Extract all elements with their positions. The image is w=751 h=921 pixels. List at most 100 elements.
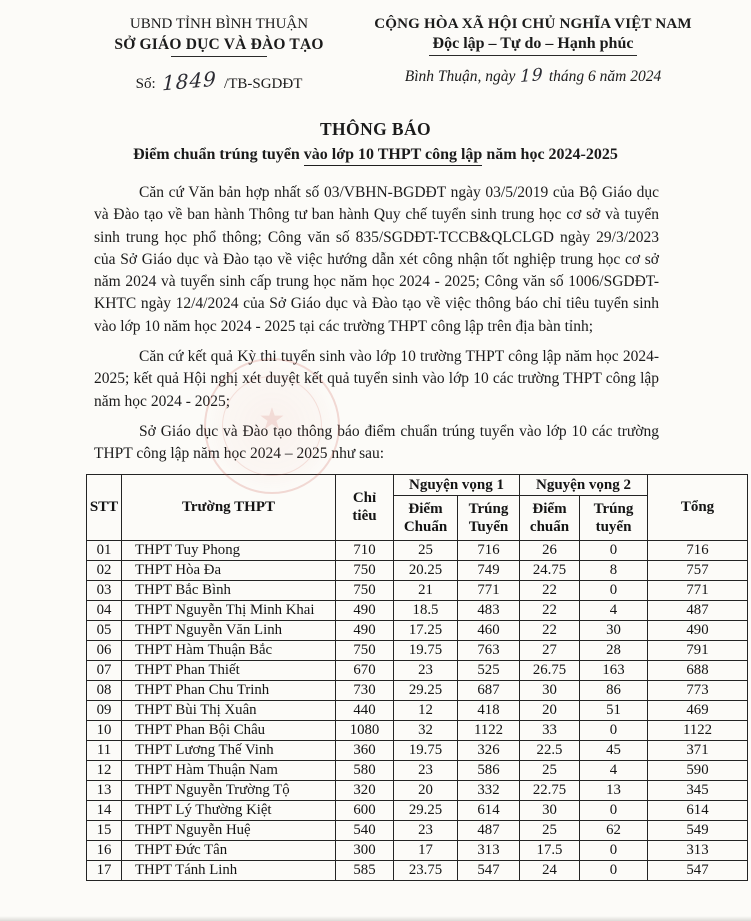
cell-nv1-score: 21 (393, 579, 458, 601)
cell-school: THPT Đức Tân (121, 839, 336, 861)
score-table-header: STT Trường THPT Chỉ tiêu Nguyện vọng 1 Ng… (86, 473, 748, 541)
table-row: 17 THPT Tánh Linh 585 23.75 547 24 0 547 (86, 859, 748, 881)
cell-total: 791 (647, 639, 748, 661)
agency-name: SỞ GIÁO DỤC VÀ ĐÀO TẠO (114, 36, 324, 53)
cell-nv2-score: 24.75 (519, 559, 580, 581)
table-row: 02 THPT Hòa Đa 750 20.25 749 24.75 8 757 (86, 559, 748, 581)
cell-nv2-score: 25 (519, 759, 580, 781)
cell-school: THPT Hòa Đa (121, 559, 336, 581)
cell-nv2-admitted: 0 (579, 799, 648, 821)
document-body: Căn cứ Văn bản hợp nhất số 03/VBHN-BGDĐT… (94, 182, 659, 466)
cell-school: THPT Bùi Thị Xuân (121, 699, 336, 721)
cell-nv1-admitted: 547 (457, 859, 520, 881)
subtitle-underlined: vào lớp 10 THPT công lập (303, 146, 483, 166)
cell-total: 773 (647, 679, 748, 701)
cell-nv2-score: 22 (519, 619, 580, 641)
cell-nv1-score: 29.25 (393, 679, 458, 701)
table-row: 06 THPT Hàm Thuận Bắc 750 19.75 763 27 28 791 (86, 639, 748, 661)
cell-school: THPT Tánh Linh (121, 859, 336, 881)
cell-stt: 02 (86, 559, 122, 581)
group-header-nv2: Nguyện vọng 2 (519, 473, 648, 496)
parent-agency-name: UBND TỈNH BÌNH THUẬN (129, 16, 309, 32)
cell-nv2-admitted: 13 (579, 779, 648, 801)
cell-quota: 300 (335, 839, 394, 861)
cell-stt: 09 (86, 699, 122, 721)
cell-school: THPT Nguyễn Thị Minh Khai (121, 599, 336, 621)
table-row: 04 THPT Nguyễn Thị Minh Khai 490 18.5 483 22 4… (86, 599, 748, 621)
cell-total: 469 (647, 699, 748, 721)
table-row: 07 THPT Phan Thiết 670 23 525 26.75 163 688 (86, 659, 748, 681)
cell-nv1-admitted: 687 (457, 679, 520, 701)
cell-nv2-admitted: 4 (579, 599, 648, 621)
cell-nv1-score: 32 (393, 719, 458, 741)
date-day-handwritten: 19 (520, 64, 545, 88)
document-title: THÔNG BÁO (319, 119, 432, 139)
cell-nv1-score: 20.25 (393, 559, 458, 581)
cell-quota: 585 (335, 859, 394, 881)
cell-nv1-admitted: 1122 (457, 719, 520, 741)
cell-school: THPT Lương Thế Vinh (121, 739, 336, 761)
cell-nv1-score: 23 (393, 819, 458, 841)
document-header: UBND TỈNH BÌNH THUẬN SỞ GIÁO DỤC VÀ ĐÀO … (0, 0, 751, 95)
cell-nv2-score: 17.5 (519, 839, 580, 861)
cell-nv2-admitted: 45 (579, 739, 648, 761)
table-row: 11 THPT Lương Thế Vinh 360 19.75 326 22.5 45 37… (86, 739, 748, 761)
cell-nv2-admitted: 86 (579, 679, 648, 701)
cell-stt: 07 (86, 659, 122, 681)
col-header-nv1-score: Điểm Chuẩn (393, 494, 458, 541)
cell-nv1-admitted: 483 (457, 599, 520, 621)
cell-total: 345 (647, 779, 748, 801)
col-header-nv2-admitted: Trúng tuyển (579, 494, 648, 541)
cell-stt: 08 (86, 679, 122, 701)
place-date-prefix: Bình Thuận, ngày (404, 68, 516, 85)
cell-nv1-score: 29.25 (393, 799, 458, 821)
cell-school: THPT Nguyễn Huệ (121, 819, 336, 841)
score-table: STT Trường THPT Chỉ tiêu Nguyện vọng 1 Ng… (86, 473, 748, 881)
cell-quota: 440 (335, 699, 394, 721)
cell-stt: 04 (86, 599, 122, 621)
table-row: 08 THPT Phan Chu Trinh 730 29.25 687 30 86 773 (86, 679, 748, 701)
cell-nv2-score: 30 (519, 799, 580, 821)
table-row: 16 THPT Đức Tân 300 17 313 17.5 0 313 (86, 839, 748, 861)
cell-nv2-admitted: 0 (579, 719, 648, 741)
national-motto: Độc lập – Tự do – Hạnh phúc (428, 35, 638, 56)
cell-quota: 580 (335, 759, 394, 781)
col-header-nv1-admitted: Trúng Tuyển (457, 494, 520, 541)
cell-school: THPT Tuy Phong (121, 539, 336, 561)
cell-stt: 16 (86, 839, 122, 861)
col-header-stt: STT (86, 473, 122, 541)
cell-nv2-score: 24 (519, 859, 580, 881)
cell-nv2-score: 22 (519, 599, 580, 621)
cell-quota: 490 (335, 599, 394, 621)
cell-nv1-admitted: 614 (457, 799, 520, 821)
cell-total: 547 (647, 859, 748, 881)
cell-total: 614 (647, 799, 748, 821)
col-header-nv2-score: Điểm chuẩn (519, 494, 580, 541)
cell-nv2-score: 26 (519, 539, 580, 561)
cell-nv2-score: 30 (519, 679, 580, 701)
cell-nv1-score: 25 (393, 539, 458, 561)
cell-quota: 750 (335, 579, 394, 601)
table-row: 14 THPT Lý Thường Kiệt 600 29.25 614 30 0 614 (86, 799, 748, 821)
cell-total: 549 (647, 819, 748, 841)
cell-nv2-score: 20 (519, 699, 580, 721)
agency-underline (171, 56, 267, 57)
cell-nv2-score: 27 (519, 639, 580, 661)
cell-nv1-score: 17 (393, 839, 458, 861)
cell-nv1-admitted: 763 (457, 639, 520, 661)
cell-stt: 15 (86, 819, 122, 841)
subtitle-pre: Điểm chuẩn trúng tuyển (133, 146, 304, 163)
cell-nv2-admitted: 0 (579, 839, 648, 861)
cell-school: THPT Nguyễn Văn Linh (121, 619, 336, 641)
cell-nv1-admitted: 326 (457, 739, 520, 761)
table-row: 01 THPT Tuy Phong 710 25 716 26 0 716 (86, 539, 748, 561)
cell-nv2-score: 22.5 (519, 739, 580, 761)
col-header-total: Tổng (647, 473, 748, 541)
cell-total: 757 (647, 559, 748, 581)
cell-nv2-admitted: 0 (579, 539, 648, 561)
cell-nv1-score: 17.25 (393, 619, 458, 641)
cell-stt: 13 (86, 779, 122, 801)
cell-total: 487 (647, 599, 748, 621)
cell-stt: 10 (86, 719, 122, 741)
cell-total: 771 (647, 579, 748, 601)
